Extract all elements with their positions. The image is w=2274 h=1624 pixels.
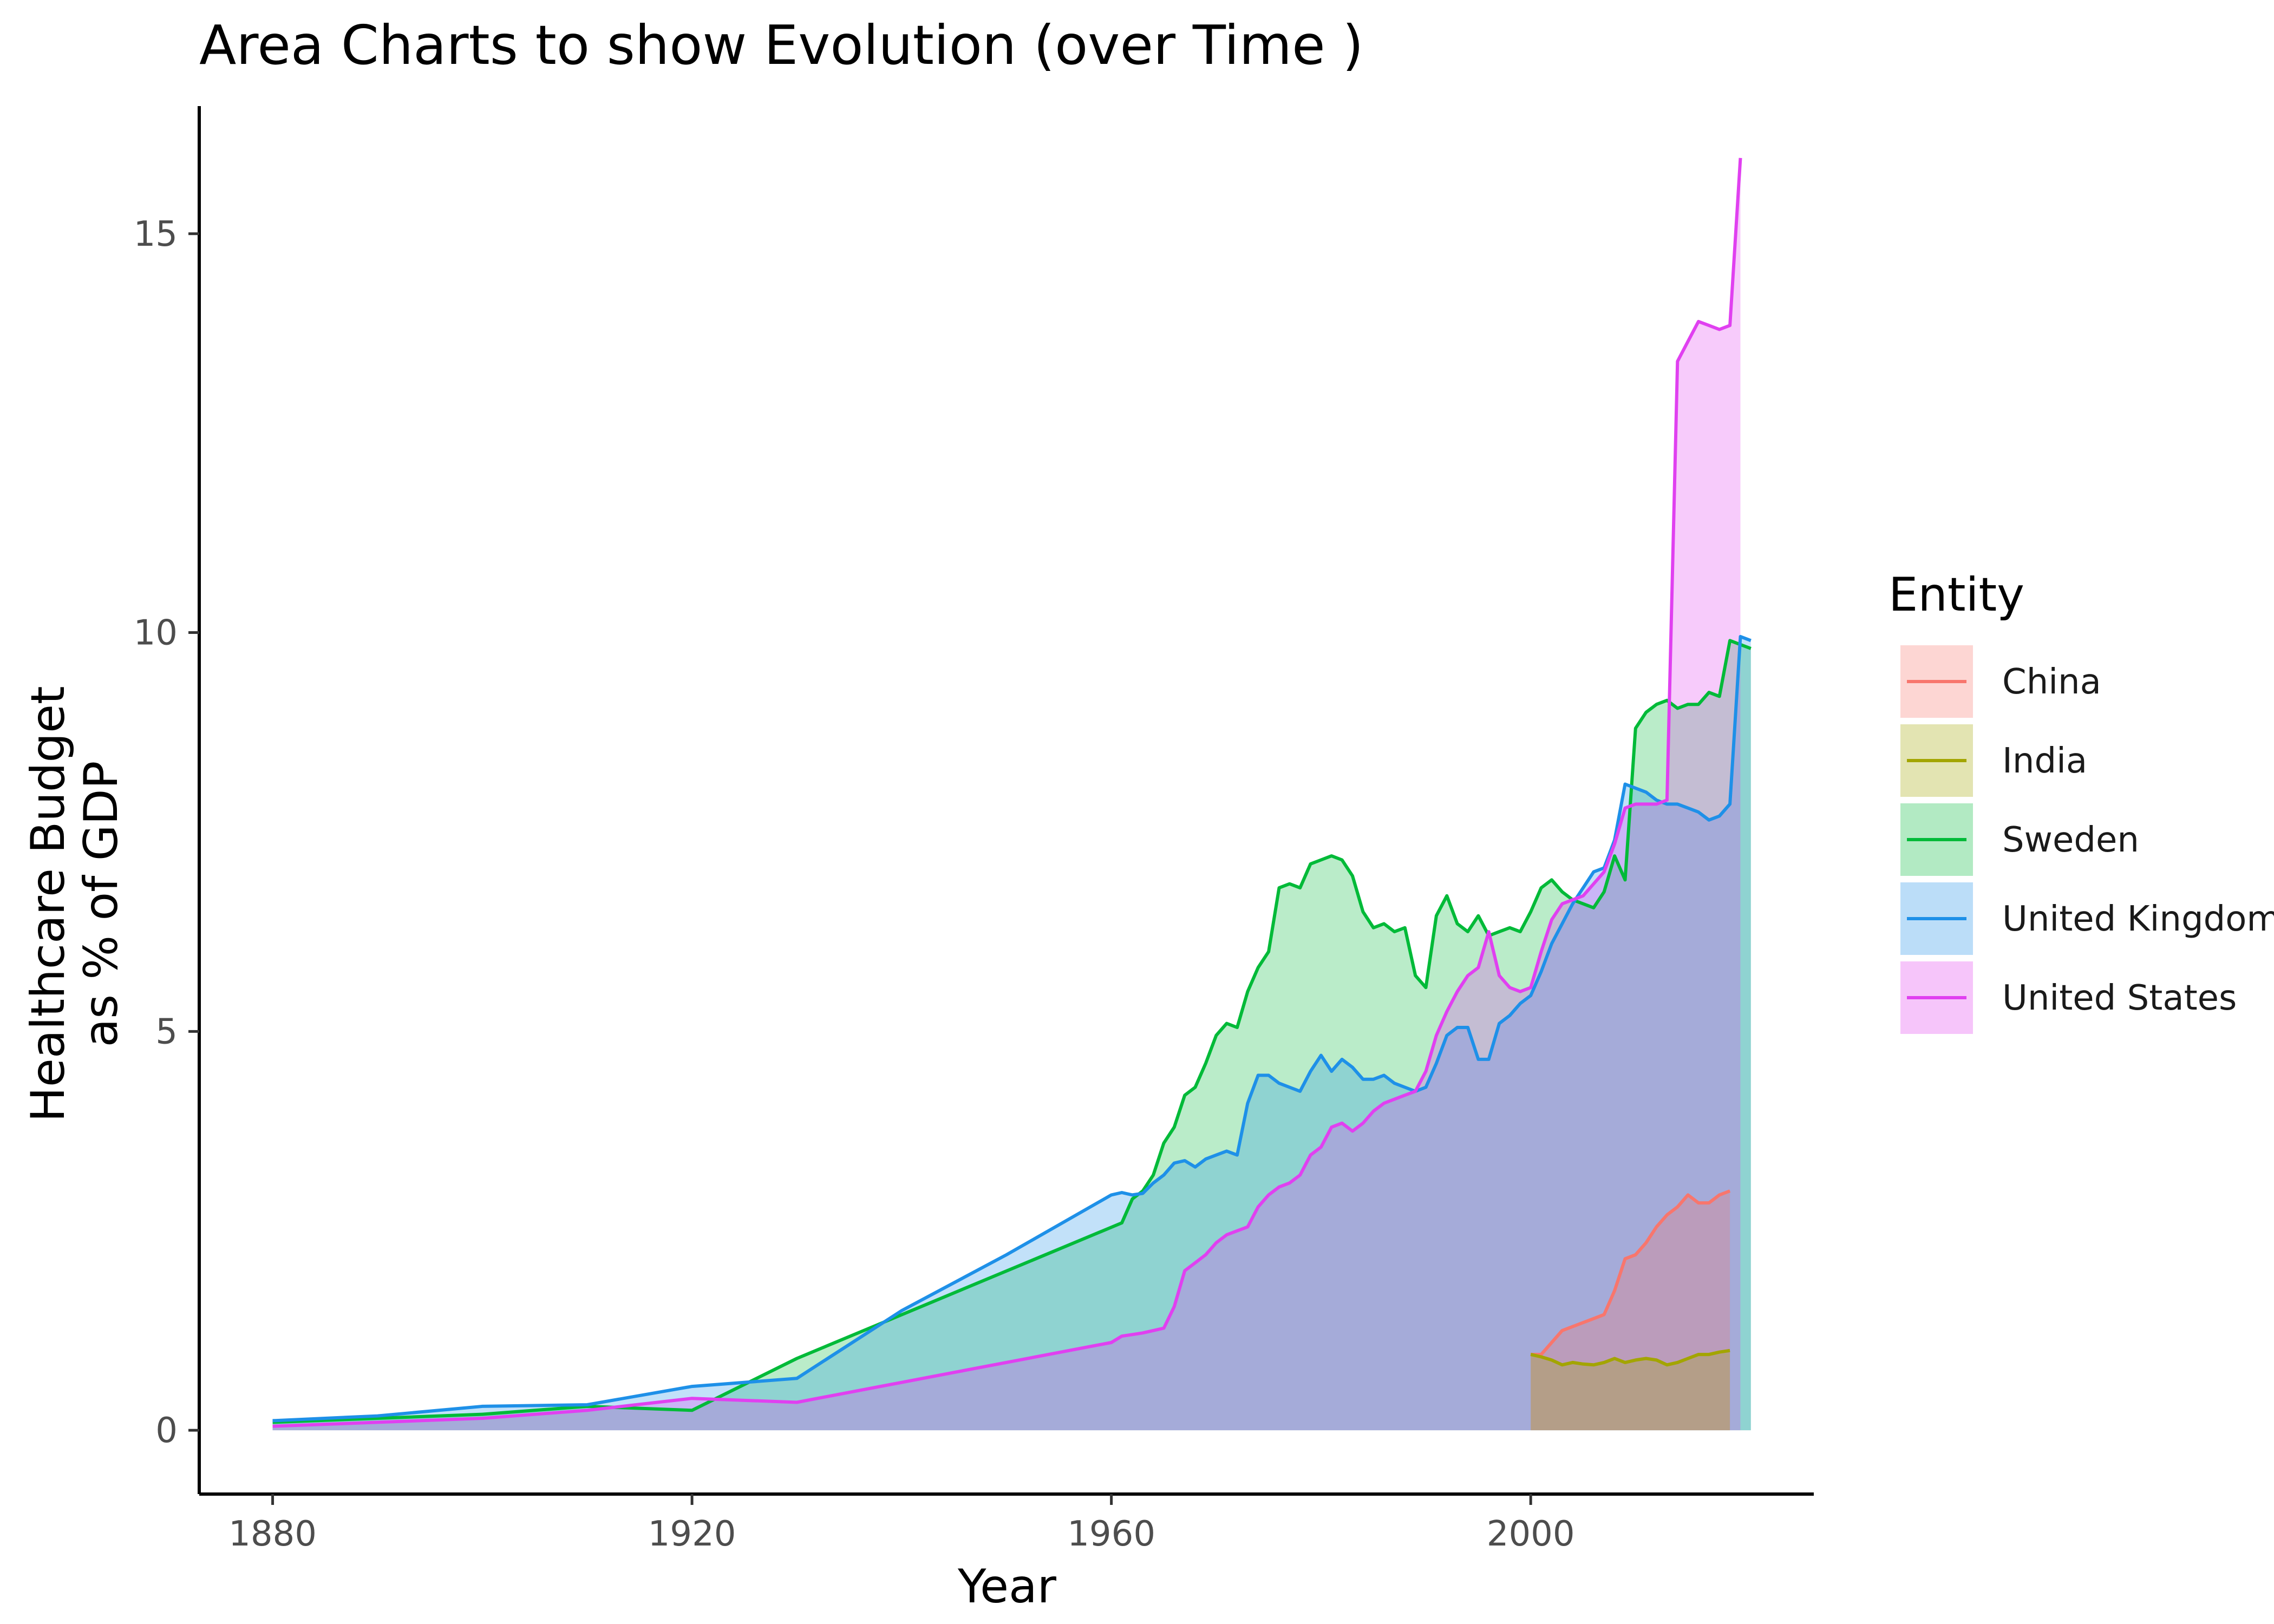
chart-title: Area Charts to show Evolution (over Time… [199, 14, 1363, 77]
area-united-kingdom [272, 636, 1751, 1431]
area-layer [272, 158, 1751, 1431]
y-tick-label: 10 [134, 613, 178, 653]
legend-label: United States [2002, 978, 2237, 1018]
area-china [1531, 1191, 1730, 1431]
y-tick-label: 15 [134, 214, 178, 254]
legend-item-sweden: Sweden [1900, 803, 2139, 876]
area-united-states [272, 158, 1741, 1431]
legend-item-india: India [1900, 724, 2087, 797]
area-sweden [272, 640, 1751, 1431]
line-united-kingdom [272, 634, 1752, 1423]
x-axis-ticks: 1880 1920 1960 2000 [228, 1494, 1575, 1554]
y-axis-title-line-1: Healthcare Budget [21, 686, 75, 1122]
x-tick-label: 2000 [1487, 1514, 1575, 1554]
legend-label: China [2002, 662, 2101, 702]
legend-item-china: China [1900, 645, 2101, 718]
y-axis-title-line-2: as % of GDP [74, 761, 128, 1047]
area-india [1531, 1350, 1730, 1431]
legend-title: Entity [1889, 568, 2024, 622]
legend-label: India [2002, 741, 2087, 781]
legend-label: United Kingdom [2002, 899, 2274, 939]
legend-items: China India Sweden United Kingdom United Sta… [1900, 645, 2274, 1034]
line-layer [272, 158, 1752, 1428]
y-tick-label: 5 [155, 1012, 178, 1052]
line-china [1531, 1189, 1731, 1357]
x-tick-label: 1880 [228, 1514, 317, 1554]
legend-item-united-kingdom: United Kingdom [1900, 882, 2274, 955]
x-tick-label: 1920 [648, 1514, 736, 1554]
x-axis-title: Year [957, 1560, 1057, 1614]
legend: Entity China India Sweden United Kingdom Uni… [1889, 568, 2274, 1034]
line-united-states [272, 158, 1742, 1428]
line-sweden [272, 639, 1752, 1424]
y-axis-title: Healthcare Budget as % of GDP [21, 686, 128, 1122]
legend-label: Sweden [2002, 820, 2139, 860]
y-tick-label: 0 [155, 1411, 178, 1451]
x-tick-label: 1960 [1067, 1514, 1155, 1554]
legend-item-united-states: United States [1900, 961, 2237, 1034]
line-india [1530, 1348, 1730, 1367]
y-axis-ticks: 0 5 10 15 [134, 214, 199, 1451]
